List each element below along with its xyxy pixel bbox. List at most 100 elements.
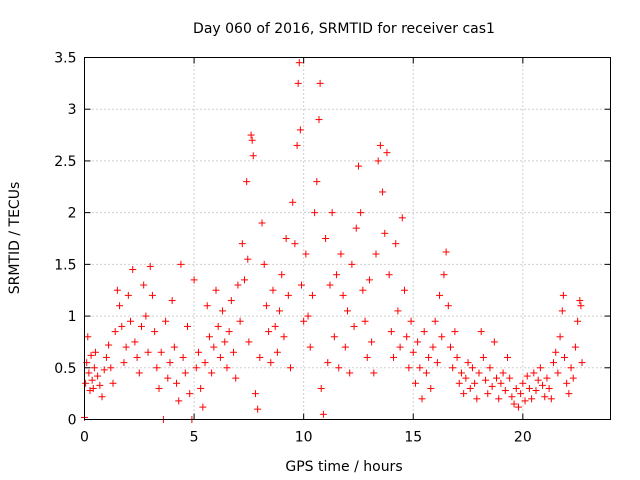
data-point (162, 317, 170, 325)
data-point (528, 395, 536, 403)
data-point (280, 333, 288, 341)
data-point (273, 348, 281, 356)
data-point (308, 291, 316, 299)
data-point (571, 343, 579, 351)
x-tick-label: 10 (295, 430, 313, 446)
data-point (82, 379, 90, 387)
data-point (254, 405, 262, 413)
data-point (166, 359, 174, 367)
data-point (565, 390, 573, 398)
data-point (306, 343, 314, 351)
data-point (219, 307, 227, 315)
data-point (488, 382, 496, 390)
data-point (539, 381, 547, 389)
data-point (238, 240, 246, 248)
y-tick-label: 3 (68, 102, 77, 118)
data-point (175, 397, 183, 405)
data-point (477, 328, 485, 336)
y-tick-label: 1 (68, 309, 77, 325)
data-point (438, 333, 446, 341)
data-point (344, 307, 351, 315)
data-point (120, 359, 128, 367)
data-point (223, 364, 231, 372)
chart-title: Day 060 of 2016, SRMTID for receiver cas… (193, 21, 495, 37)
data-point (543, 374, 551, 382)
data-point (267, 359, 275, 367)
data-point (179, 353, 187, 361)
data-point (387, 328, 395, 336)
x-axis-label: GPS time / hours (285, 459, 402, 475)
data-point (297, 281, 305, 289)
data-point (383, 149, 391, 157)
data-point (84, 333, 92, 341)
data-point (357, 209, 365, 217)
data-point (140, 281, 148, 289)
data-point (460, 390, 468, 398)
data-point (559, 291, 567, 299)
y-tick-labels: 0 0.5 1 1.5 2 2.5 3 3.5 (54, 51, 76, 429)
data-point (116, 302, 124, 310)
data-point (146, 262, 154, 270)
data-point (376, 141, 384, 149)
data-point (368, 338, 376, 346)
data-point (453, 353, 461, 361)
data-point (464, 359, 472, 367)
data-point (88, 376, 96, 384)
data-point (552, 348, 560, 356)
data-point (157, 348, 165, 356)
data-point (422, 369, 430, 377)
data-point (240, 276, 248, 284)
data-point (328, 209, 336, 217)
data-point (131, 338, 139, 346)
data-point (326, 281, 334, 289)
data-point (302, 250, 310, 258)
data-point (177, 260, 185, 268)
data-point (519, 379, 527, 387)
data-point (569, 374, 577, 382)
data-point (199, 403, 207, 411)
data-point (214, 322, 222, 330)
data-point (262, 302, 270, 310)
data-point (90, 364, 98, 372)
data-point (296, 126, 304, 134)
data-point (576, 297, 584, 305)
data-point (164, 374, 172, 382)
data-point (418, 395, 426, 403)
data-point (315, 116, 323, 124)
data-point (243, 178, 251, 186)
data-point (396, 343, 404, 351)
data-point (168, 297, 176, 305)
data-point (525, 384, 533, 392)
data-point (468, 364, 476, 372)
y-axis-label: SRMTID / TECUs (7, 182, 23, 295)
data-point (105, 341, 113, 349)
data-point (381, 229, 389, 237)
y-tick-label: 3.5 (54, 51, 76, 67)
data-point (322, 235, 330, 242)
data-point (440, 271, 448, 279)
data-point (359, 286, 367, 294)
data-point (563, 379, 571, 387)
data-point (398, 214, 406, 222)
data-point (414, 338, 422, 346)
data-point (251, 390, 259, 398)
axis-ticks (84, 57, 611, 420)
data-point (536, 364, 544, 372)
data-point (234, 281, 242, 289)
data-point (287, 364, 295, 372)
x-tick-label: 0 (80, 430, 89, 446)
data-points (81, 59, 586, 423)
data-point (411, 379, 419, 387)
data-point (374, 157, 382, 165)
data-point (534, 376, 542, 384)
data-point (186, 390, 194, 398)
data-point (558, 307, 566, 315)
data-point (256, 353, 264, 361)
data-point (365, 276, 373, 284)
data-point (501, 387, 509, 395)
data-point (124, 291, 132, 299)
data-point (541, 393, 549, 401)
data-point (208, 369, 216, 377)
data-point (339, 291, 347, 299)
